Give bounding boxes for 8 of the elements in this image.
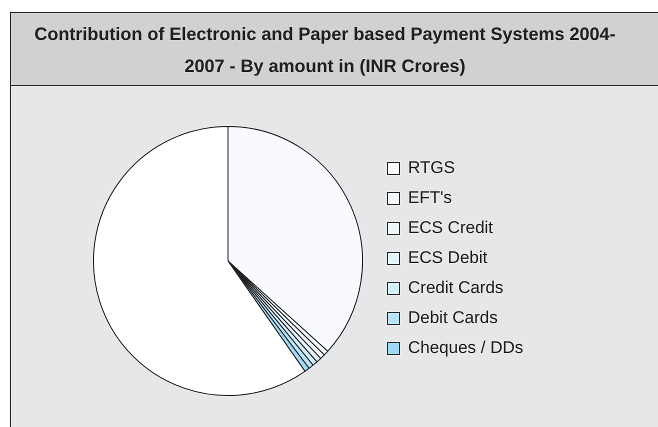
chart-title: Contribution of Electronic and Paper based Payment Systems 2004-2007 - By amount in (INR Crores) (11, 13, 658, 86)
legend-label: ECS Credit (408, 218, 494, 238)
legend-label: Debit Cards (408, 308, 498, 328)
legend-label: EFT's (408, 188, 452, 208)
legend-label: Credit Cards (408, 278, 504, 298)
legend-label: RTGS (408, 158, 455, 178)
legend-label: ECS Debit (408, 248, 488, 268)
legend-label: Cheques / DDs (408, 338, 524, 358)
